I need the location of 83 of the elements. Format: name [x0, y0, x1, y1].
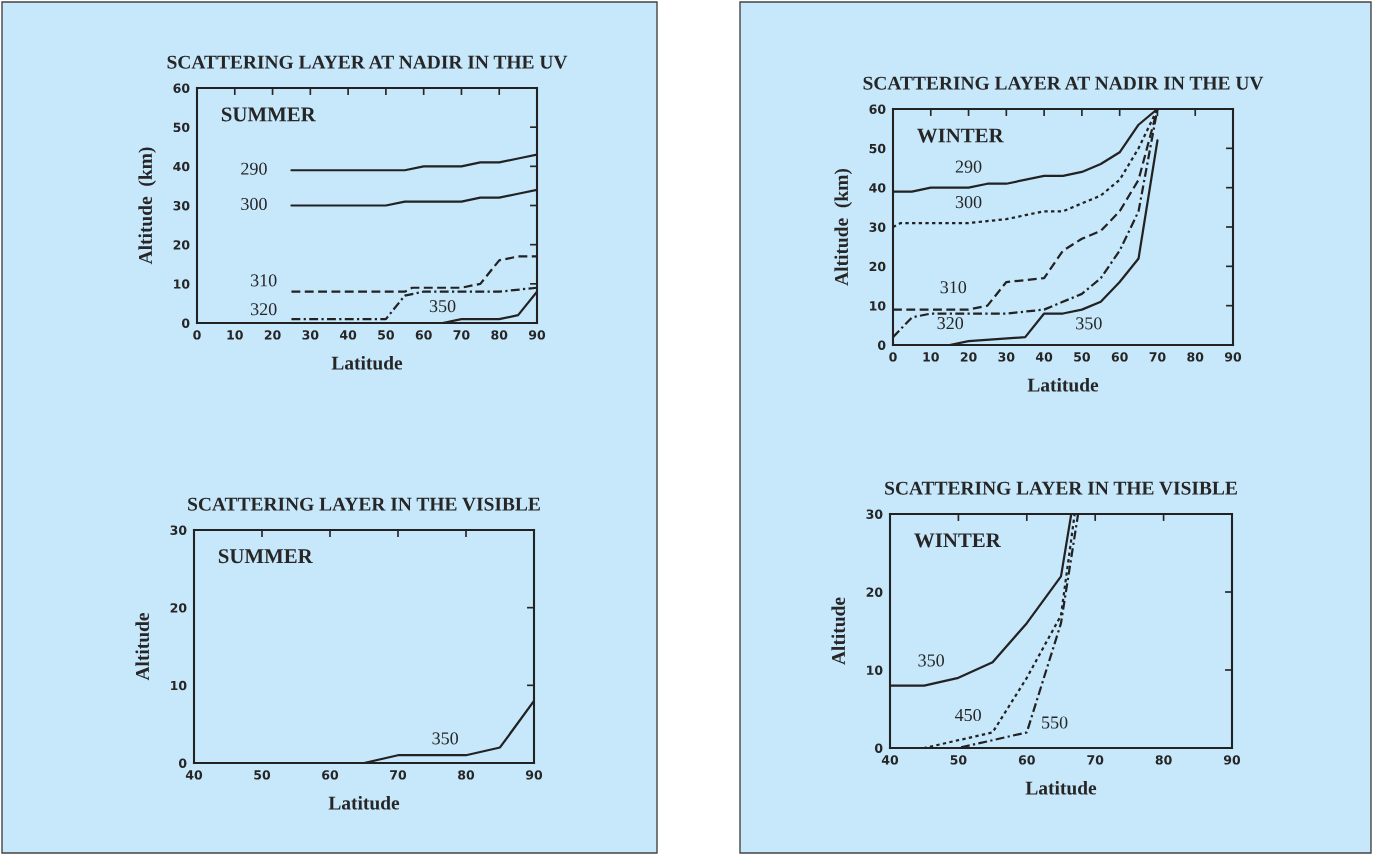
series-label: 450 [954, 708, 981, 722]
x-tick-label: 40 [185, 770, 203, 780]
annotation: WINTER [914, 533, 1001, 548]
y-tick-label: 10 [174, 279, 190, 289]
x-tick-label: 20 [264, 330, 281, 340]
x-tick-label: 90 [1223, 755, 1241, 765]
series-label: 350 [429, 300, 456, 313]
y-tick-label: 30 [173, 200, 190, 211]
x-tick-label: 90 [1224, 352, 1242, 362]
annotation: SUMMER [221, 107, 316, 122]
x-tick-label: 70 [390, 770, 407, 780]
chart-title: SCATTERING LAYER IN THE VISIBLE [885, 481, 1237, 495]
y-tick-label: 0 [874, 743, 883, 753]
chart-title: SCATTERING LAYER IN THE VISIBLE [188, 497, 540, 511]
x-axis-title: Latitude [1027, 377, 1099, 392]
y-tick-label: 20 [869, 261, 886, 272]
x-tick-label: 80 [1187, 352, 1204, 362]
y-tick-label: 50 [869, 143, 886, 154]
x-axis-title: Latitude [328, 795, 400, 810]
series-label: 300 [241, 197, 267, 211]
y-axis-title: Altitude [831, 597, 846, 665]
x-tick-label: 30 [302, 330, 319, 340]
y-tick-label: 30 [869, 222, 886, 232]
y-tick-label: 40 [173, 161, 190, 172]
y-tick-label: 20 [173, 240, 190, 250]
series-label: 290 [955, 160, 982, 173]
x-tick-label: 0 [889, 352, 897, 362]
y-axis-title: Altitude (km) [138, 147, 156, 265]
x-tick-label: 20 [960, 352, 977, 362]
x-tick-label: 40 [881, 755, 899, 765]
y-tick-label: 60 [869, 104, 886, 114]
x-tick-label: 50 [254, 770, 271, 780]
series-label: 320 [937, 316, 964, 330]
x-tick-label: 80 [458, 770, 475, 780]
x-axis-title: Latitude [331, 355, 403, 370]
series-label: 350 [918, 654, 944, 667]
annotation: SUMMER [218, 549, 313, 564]
x-tick-label: 60 [322, 770, 339, 780]
x-tick-label: 30 [998, 352, 1015, 362]
x-tick-label: 80 [491, 330, 508, 340]
x-tick-label: 50 [950, 755, 967, 765]
y-tick-label: 0 [181, 318, 190, 328]
x-tick-label: 10 [227, 330, 243, 340]
y-tick-label: 10 [867, 665, 883, 675]
y-axis-title: Altitude [135, 612, 150, 681]
y-tick-label: 20 [866, 587, 883, 597]
x-tick-label: 10 [923, 352, 939, 362]
y-tick-label: 50 [173, 122, 190, 133]
y-tick-label: 30 [866, 509, 883, 519]
y-tick-label: 60 [173, 83, 190, 93]
x-tick-label: 50 [1074, 352, 1090, 362]
x-tick-label: 60 [1111, 352, 1128, 362]
y-tick-label: 20 [170, 603, 187, 613]
series-label: 320 [250, 303, 277, 316]
series-label: 350 [432, 732, 459, 745]
x-tick-label: 50 [378, 330, 394, 340]
x-tick-label: 70 [1149, 352, 1166, 362]
y-axis-title: Altitude (km) [834, 168, 852, 286]
x-tick-label: 60 [415, 330, 432, 340]
y-tick-label: 10 [171, 680, 187, 691]
x-axis-title: Latitude [1025, 780, 1097, 795]
series-label: 300 [955, 195, 982, 209]
x-tick-label: 90 [528, 330, 546, 340]
series-label: 350 [1076, 317, 1102, 330]
series-label: 310 [940, 281, 967, 294]
chart-title: SCATTERING LAYER AT NADIR IN THE UV [167, 55, 568, 69]
series-label: 310 [250, 274, 277, 287]
y-tick-label: 0 [877, 340, 886, 350]
annotation: WINTER [917, 128, 1004, 143]
x-tick-label: 40 [1035, 352, 1053, 362]
y-tick-label: 40 [869, 183, 886, 193]
y-tick-label: 10 [870, 301, 886, 311]
x-tick-label: 70 [453, 330, 470, 340]
y-tick-label: 30 [170, 525, 187, 535]
x-tick-label: 90 [525, 770, 543, 780]
x-tick-label: 40 [339, 330, 357, 340]
x-tick-label: 60 [1018, 755, 1035, 765]
x-tick-label: 0 [193, 330, 201, 340]
chart-title: SCATTERING LAYER AT NADIR IN THE UV [863, 76, 1264, 90]
x-tick-label: 80 [1155, 755, 1172, 765]
series-label: 290 [241, 162, 267, 175]
x-tick-label: 70 [1087, 755, 1104, 765]
series-label: 550 [1042, 716, 1068, 729]
